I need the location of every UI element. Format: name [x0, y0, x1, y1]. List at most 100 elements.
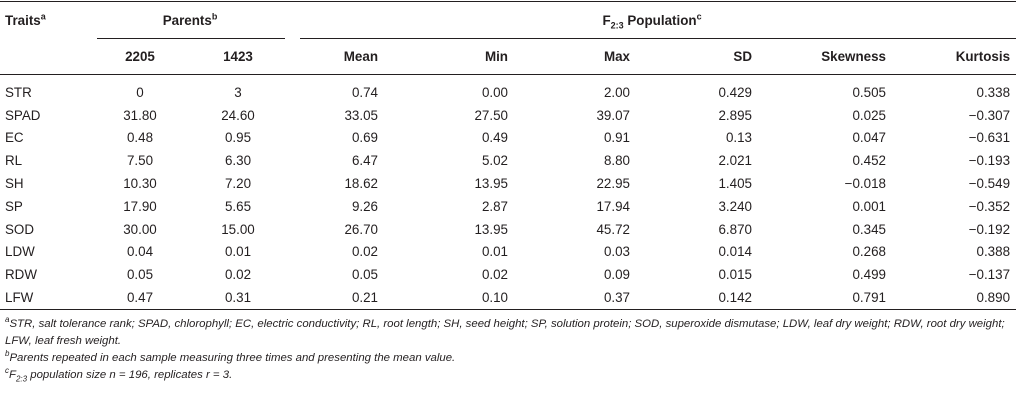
col-parent-1423: 1423	[223, 48, 253, 64]
cell-p1: 10.30	[123, 176, 157, 192]
cell-max: 22.95	[596, 176, 630, 192]
cell-mean: 0.02	[351, 244, 378, 260]
traits-header: Traitsa	[5, 11, 46, 28]
cell-max: 39.07	[596, 107, 630, 123]
cell-p2: 3	[234, 84, 242, 100]
table-row: SP 17.90 5.65 9.26 2.87 17.94 3.240 0.001 −0.352	[0, 195, 1016, 218]
header-row-groups: Traitsa Parentsb F2:3 Populationc	[0, 2, 1016, 38]
footnote-a: aSTR, salt tolerance rank; SPAD, chlorop…	[5, 315, 1005, 347]
col-sd: SD	[733, 48, 752, 64]
table-row: SH 10.30 7.20 18.62 13.95 22.95 1.405 −0.018 −0.…	[0, 172, 1016, 195]
cell-p2: 0.95	[224, 130, 252, 146]
cell-p2: 6.30	[224, 153, 252, 169]
cell-skew: 0.345	[852, 221, 886, 237]
cell-kurt: −0.193	[968, 153, 1011, 169]
cell-sd: 2.021	[718, 153, 752, 169]
cell-min: 5.02	[481, 153, 508, 169]
cell-mean: 26.70	[344, 221, 378, 237]
cell-kurt: −0.631	[968, 130, 1011, 146]
cell-p1: 17.90	[123, 198, 157, 214]
cell-sd: 6.870	[718, 221, 752, 237]
cell-max: 17.94	[596, 198, 630, 214]
traits-table: Traitsa Parentsb F2:3 Populationc 2205 1…	[0, 2, 1016, 310]
cell-skew: −0.018	[844, 176, 886, 192]
cell-min: 13.95	[474, 221, 508, 237]
cell-sd: 1.405	[718, 176, 752, 192]
footnotes: aSTR, salt tolerance rank; SPAD, chlorop…	[5, 316, 1010, 384]
cell-p1: 0.48	[126, 130, 154, 146]
cell-max: 0.09	[603, 267, 630, 283]
cell-p2: 24.60	[221, 107, 255, 123]
cell-min: 13.95	[474, 176, 508, 192]
cell-p2: 0.02	[224, 267, 252, 283]
cell-skew: 0.499	[852, 267, 886, 283]
cell-trait: LDW	[5, 244, 35, 260]
col-skewness: Skewness	[821, 48, 886, 64]
cell-min: 0.10	[481, 290, 508, 306]
header-row-columns: 2205 1423 Mean Min Max SD Skewness Kurto…	[0, 38, 1016, 75]
cell-p1: 0.05	[126, 267, 154, 283]
cell-mean: 6.47	[351, 153, 378, 169]
table-row: LFW 0.47 0.31 0.21 0.10 0.37 0.142 0.791 0.890	[0, 286, 1016, 310]
cell-trait: SH	[5, 176, 24, 192]
footnote-c: cF2:3 population size n = 196, replicate…	[5, 366, 233, 384]
cell-skew: 0.452	[852, 153, 886, 169]
cell-mean: 0.74	[351, 84, 378, 100]
col-kurtosis: Kurtosis	[955, 48, 1011, 64]
cell-sd: 0.142	[718, 290, 752, 306]
cell-p1: 0.04	[126, 244, 154, 260]
cell-mean: 0.69	[351, 130, 378, 146]
cell-trait: EC	[5, 130, 24, 146]
cell-kurt: −0.137	[968, 267, 1011, 283]
cell-min: 2.87	[481, 198, 508, 214]
cell-skew: 0.505	[852, 84, 886, 100]
cell-sd: 3.240	[718, 198, 752, 214]
cell-mean: 18.62	[344, 176, 378, 192]
cell-skew: 0.047	[852, 130, 886, 146]
cell-p1: 0	[136, 84, 144, 100]
cell-trait: SOD	[5, 221, 35, 237]
table-row: STR 0 3 0.74 0.00 2.00 0.429 0.505 0.338	[0, 75, 1016, 104]
parents-group-header: Parentsb	[162, 11, 218, 28]
cell-skew: 0.025	[852, 107, 886, 123]
cell-sd: 0.014	[718, 244, 752, 260]
cell-max: 0.03	[603, 244, 630, 260]
cell-mean: 9.26	[351, 198, 378, 214]
cell-mean: 33.05	[344, 107, 378, 123]
cell-max: 0.37	[603, 290, 630, 306]
cell-sd: 0.015	[718, 267, 752, 283]
cell-p2: 7.20	[224, 176, 252, 192]
cell-trait: RDW	[5, 267, 37, 283]
cell-p2: 15.00	[221, 221, 255, 237]
cell-kurt: −0.192	[968, 221, 1011, 237]
table-row: EC 0.48 0.95 0.69 0.49 0.91 0.13 0.047 −0.631	[0, 127, 1016, 150]
cell-skew: 0.001	[852, 198, 886, 214]
cell-skew: 0.791	[852, 290, 886, 306]
col-mean: Mean	[343, 48, 378, 64]
cell-p1: 30.00	[123, 221, 157, 237]
cell-p1: 31.80	[123, 107, 157, 123]
cell-trait: SP	[5, 198, 23, 214]
table-row: RDW 0.05 0.02 0.05 0.02 0.09 0.015 0.499 −0.137	[0, 263, 1016, 286]
cell-min: 0.01	[481, 244, 508, 260]
cell-skew: 0.268	[852, 244, 886, 260]
cell-p1: 0.47	[126, 290, 154, 306]
cell-p2: 0.01	[224, 244, 252, 260]
cell-p2: 0.31	[224, 290, 252, 306]
col-min: Min	[484, 48, 508, 64]
cell-sd: 0.13	[725, 130, 752, 146]
col-parent-2205: 2205	[125, 48, 155, 64]
cell-kurt: 0.890	[976, 290, 1011, 306]
footnote-b: bParents repeated in each sample measuri…	[5, 349, 456, 364]
cell-kurt: 0.388	[976, 244, 1011, 260]
traits-header-blank	[0, 38, 92, 75]
table-row: RL 7.50 6.30 6.47 5.02 8.80 2.021 0.452 −0.193	[0, 149, 1016, 172]
cell-trait: SPAD	[5, 107, 41, 123]
cell-min: 27.50	[474, 107, 508, 123]
cell-min: 0.49	[481, 130, 508, 146]
col-max: Max	[603, 48, 630, 64]
cell-trait: RL	[5, 153, 23, 169]
cell-max: 45.72	[596, 221, 630, 237]
cell-max: 8.80	[603, 153, 630, 169]
